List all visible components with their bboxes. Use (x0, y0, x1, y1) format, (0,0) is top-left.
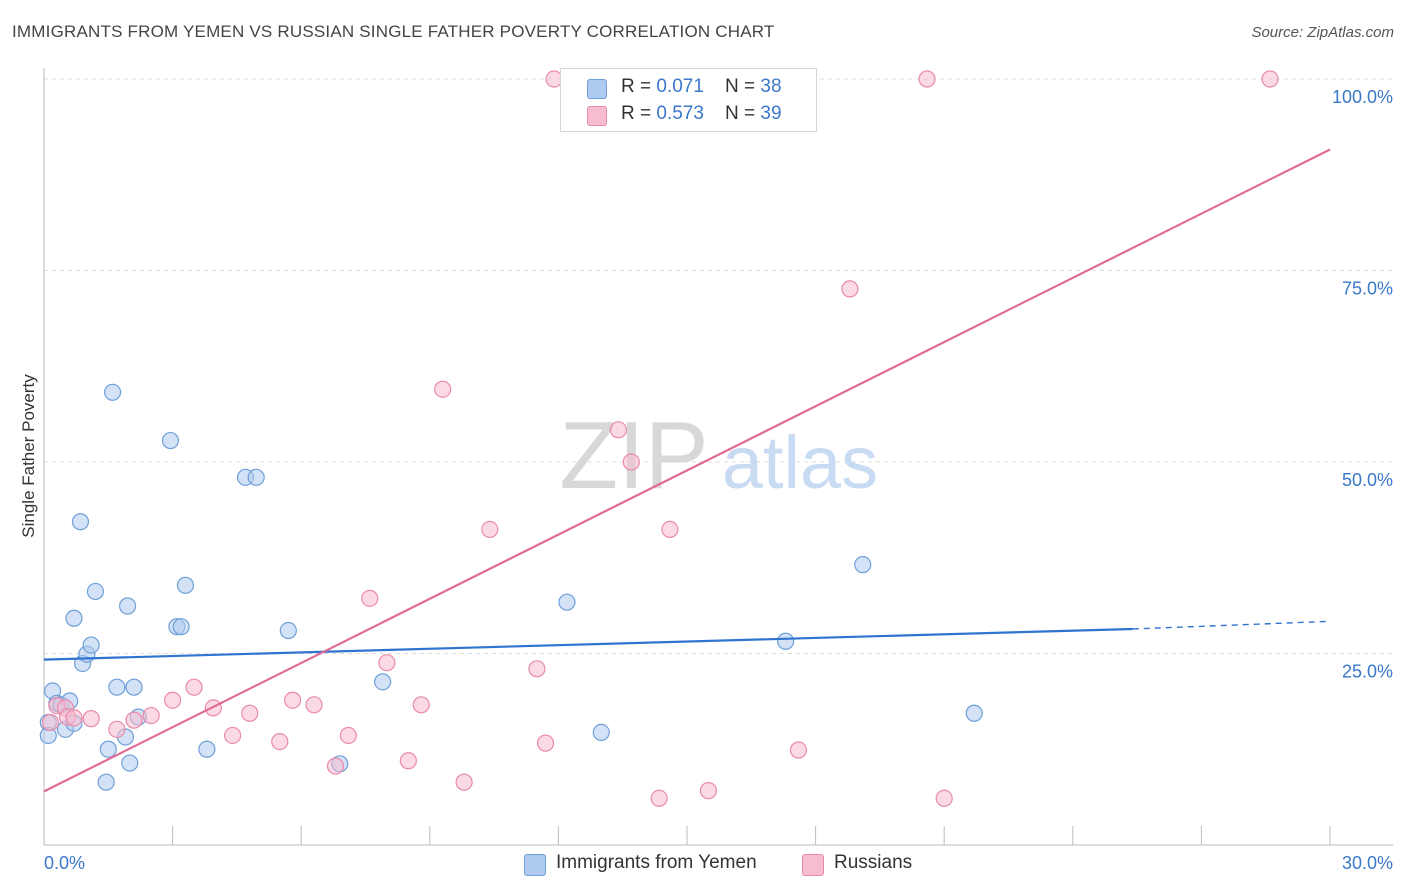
point-russians (41, 713, 60, 732)
watermark-atlas: atlas (722, 421, 878, 504)
series-legend: Immigrants from Yemen Russians (0, 852, 1406, 878)
y-tick-label: 25.0% (1342, 662, 1393, 682)
point-yemen (558, 593, 576, 611)
point-yemen (99, 740, 117, 758)
legend-r-value: 0.573 (656, 103, 704, 124)
legend-r-label: R = (621, 103, 657, 124)
x-tick-label-min: 0.0% (44, 853, 85, 873)
point-russians (412, 696, 430, 714)
point-russians (142, 706, 160, 725)
point-russians (481, 520, 499, 539)
point-russians (271, 732, 289, 751)
point-russians (399, 752, 417, 770)
point-yemen (65, 609, 83, 627)
point-russians (536, 734, 555, 752)
point-russians (935, 789, 953, 807)
y-tick-label: 100.0% (1332, 87, 1393, 107)
point-yemen (108, 678, 126, 696)
point-yemen (247, 468, 265, 486)
axes (43, 68, 1393, 846)
point-yemen (374, 673, 392, 691)
point-russians (434, 380, 452, 398)
legend-r-label: R = (621, 76, 657, 97)
point-russians (224, 726, 242, 745)
point-russians (326, 757, 345, 775)
point-yemen (118, 597, 137, 615)
legend-swatch-blue (524, 854, 546, 876)
point-russians (241, 704, 259, 722)
point-russians (378, 654, 396, 672)
point-yemen (854, 556, 872, 574)
point-russians (305, 696, 323, 714)
point-yemen (82, 636, 100, 654)
point-russians (82, 710, 100, 728)
trend-line-russians (43, 148, 1331, 793)
point-yemen (121, 754, 139, 772)
chart-title: IMMIGRANTS FROM YEMEN VS RUSSIAN SINGLE … (12, 22, 775, 41)
y-tick-label: 75.0% (1342, 279, 1393, 299)
point-yemen (161, 431, 180, 450)
point-yemen (198, 740, 216, 758)
point-russians (65, 709, 83, 727)
x-tick-label-max: 30.0% (1342, 853, 1393, 873)
point-yemen (776, 632, 795, 650)
point-yemen (125, 678, 143, 696)
legend-swatch-pink (587, 106, 607, 126)
point-russians (528, 660, 546, 678)
point-yemen (592, 723, 610, 741)
point-yemen (172, 618, 190, 636)
legend-n-label: N = (725, 76, 761, 97)
point-russians (622, 453, 640, 471)
correlation-legend: R = 0.071 N = 38 R = 0.573 N = 39 (560, 68, 817, 132)
axis-labels: Single Father Poverty 0.0% 30.0% 25.0% 50… (19, 87, 1393, 873)
point-russians (841, 280, 859, 298)
point-russians (361, 589, 379, 607)
point-russians (699, 782, 718, 800)
point-russians (125, 711, 143, 729)
point-yemen (279, 621, 297, 640)
point-russians (609, 421, 628, 439)
source-credit: Source: ZipAtlas.com (1251, 24, 1394, 41)
point-yemen (103, 383, 122, 401)
point-russians (918, 70, 936, 88)
legend-n-value: 38 (760, 76, 782, 97)
y-tick-label: 50.0% (1342, 470, 1393, 490)
legend-r-value: 0.071 (656, 76, 704, 97)
point-russians (164, 691, 182, 709)
legend-n-value: 39 (760, 103, 782, 124)
legend-swatch-blue (587, 79, 607, 99)
point-yemen (965, 704, 983, 722)
point-russians (455, 773, 473, 791)
point-russians (1261, 70, 1279, 88)
legend-label-russians: Russians (834, 852, 913, 873)
point-yemen (97, 773, 115, 791)
point-yemen (86, 582, 105, 601)
point-russians (339, 726, 357, 745)
legend-n-label: N = (725, 103, 761, 124)
watermark: ZIP atlas (559, 402, 878, 509)
point-russians (185, 678, 203, 696)
point-yemen (176, 576, 195, 594)
trend-line-yemen (43, 627, 1133, 661)
grid-lines (44, 78, 1393, 654)
point-russians (661, 520, 679, 539)
point-russians (284, 691, 302, 709)
y-axis-title: Single Father Poverty (19, 374, 38, 538)
legend-swatch-pink (802, 854, 824, 876)
data-points (39, 70, 1279, 807)
trend-line-yemen-extension (1132, 620, 1331, 630)
legend-label-yemen: Immigrants from Yemen (556, 852, 757, 873)
point-russians (650, 789, 668, 807)
point-russians (108, 720, 126, 738)
point-yemen (71, 513, 90, 531)
point-russians (789, 741, 808, 759)
trend-lines (43, 148, 1331, 793)
